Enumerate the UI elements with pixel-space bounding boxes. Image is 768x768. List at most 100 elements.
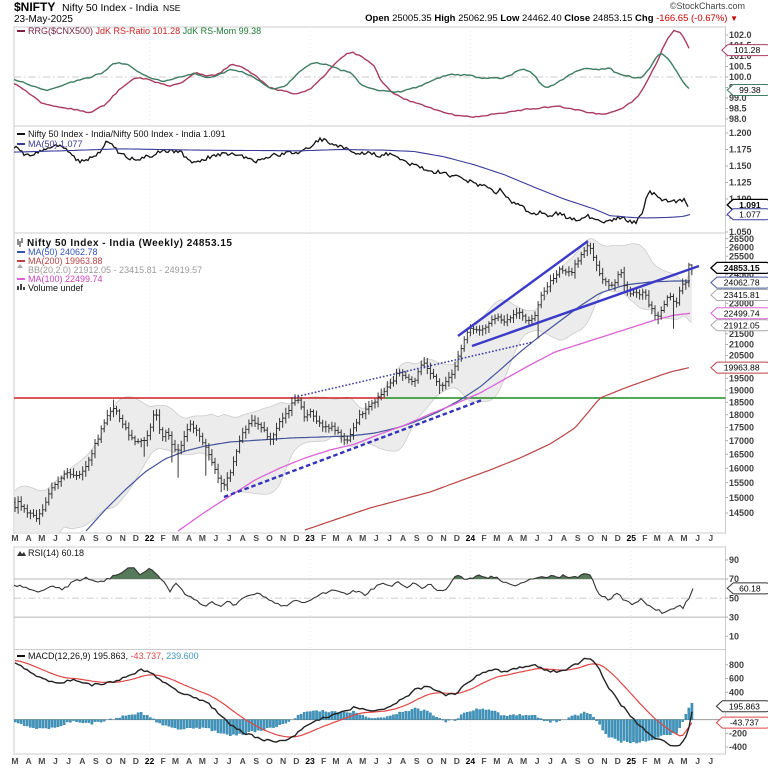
svg-text:1.125: 1.125	[729, 178, 752, 188]
svg-text:15500: 15500	[729, 478, 754, 488]
svg-text:S: S	[575, 756, 581, 766]
svg-text:M: M	[680, 533, 687, 543]
svg-text:A: A	[240, 756, 246, 766]
svg-text:400: 400	[729, 687, 744, 697]
svg-text:195.863: 195.863	[729, 701, 760, 711]
svg-text:24: 24	[466, 756, 476, 766]
svg-text:1.050: 1.050	[729, 227, 752, 237]
svg-text:19500: 19500	[729, 373, 754, 383]
svg-text:MA(100) 22499.74: MA(100) 22499.74	[28, 274, 103, 284]
svg-text:19963.88: 19963.88	[724, 363, 760, 373]
svg-text:17500: 17500	[729, 423, 754, 433]
svg-text:O: O	[587, 533, 594, 543]
svg-text:M: M	[332, 533, 339, 543]
svg-text:18000: 18000	[729, 410, 754, 420]
svg-text:J: J	[374, 533, 379, 543]
svg-text:J: J	[227, 756, 232, 766]
svg-text:M: M	[654, 533, 661, 543]
svg-text:S: S	[93, 756, 99, 766]
svg-text:24853.15: 24853.15	[724, 263, 760, 273]
svg-text:A: A	[400, 533, 406, 543]
svg-text:-43.737: -43.737	[730, 718, 759, 728]
svg-text:J: J	[53, 533, 58, 543]
svg-text:100.0: 100.0	[729, 72, 752, 82]
svg-text:N: N	[440, 756, 446, 766]
svg-text:D: D	[615, 756, 621, 766]
svg-text:N: N	[120, 756, 126, 766]
svg-text:-200: -200	[729, 729, 747, 739]
svg-text:15000: 15000	[729, 493, 754, 503]
svg-text:O: O	[266, 756, 273, 766]
svg-text:21500: 21500	[729, 329, 754, 339]
svg-text:F: F	[642, 756, 647, 766]
svg-text:J: J	[548, 533, 553, 543]
svg-text:J: J	[227, 533, 232, 543]
svg-text:NSE: NSE	[163, 3, 181, 13]
svg-text:F: F	[160, 533, 165, 543]
svg-text:M: M	[359, 756, 366, 766]
svg-text:J: J	[214, 756, 219, 766]
svg-text:D: D	[293, 756, 299, 766]
svg-text:M: M	[38, 756, 45, 766]
svg-text:99.0: 99.0	[729, 93, 747, 103]
svg-text:26000: 26000	[729, 243, 754, 253]
svg-text:A: A	[561, 756, 567, 766]
svg-text:102.0: 102.0	[729, 30, 752, 40]
svg-text:D: D	[133, 533, 139, 543]
svg-text:M: M	[11, 533, 18, 543]
svg-text:D: D	[454, 533, 460, 543]
svg-text:O: O	[106, 756, 113, 766]
svg-text:J: J	[214, 533, 219, 543]
svg-text:N: N	[280, 756, 286, 766]
svg-text:25: 25	[627, 756, 637, 766]
svg-text:O: O	[427, 533, 434, 543]
svg-text:N: N	[601, 533, 607, 543]
svg-text:O: O	[587, 756, 594, 766]
svg-text:J: J	[66, 756, 71, 766]
svg-text:Nifty 50 Index - India (Weekly: Nifty 50 Index - India (Weekly) 24853.15	[27, 238, 232, 249]
svg-text:D: D	[615, 533, 621, 543]
svg-text:S: S	[414, 756, 420, 766]
svg-text:J: J	[708, 533, 713, 543]
svg-text:M: M	[38, 533, 45, 543]
svg-text:26500: 26500	[729, 234, 754, 244]
svg-text:M: M	[11, 756, 18, 766]
svg-text:70: 70	[729, 574, 739, 584]
svg-text:N: N	[120, 533, 126, 543]
svg-text:Volume undef: Volume undef	[28, 283, 84, 293]
svg-text:A: A	[186, 533, 192, 543]
svg-text:101.0: 101.0	[729, 51, 752, 61]
svg-text:21912.05: 21912.05	[724, 320, 760, 330]
svg-text:O: O	[266, 533, 273, 543]
svg-text:S: S	[253, 756, 259, 766]
svg-text:25500: 25500	[729, 251, 754, 261]
svg-text:J: J	[535, 756, 540, 766]
svg-text:1.077: 1.077	[739, 209, 761, 219]
svg-text:A: A	[240, 533, 246, 543]
svg-text:24: 24	[466, 533, 476, 543]
svg-text:S: S	[253, 533, 259, 543]
svg-text:M: M	[199, 533, 206, 543]
svg-text:18500: 18500	[729, 397, 754, 407]
svg-text:A: A	[668, 756, 674, 766]
svg-text:1.150: 1.150	[729, 161, 752, 171]
svg-text:$NIFTY: $NIFTY	[14, 0, 55, 14]
svg-text:D: D	[293, 533, 299, 543]
svg-text:Nifty 50 Index - India: Nifty 50 Index - India	[62, 2, 158, 14]
svg-text:F: F	[321, 756, 326, 766]
svg-text:MACD(12,26,9) 195.863, -43.737: MACD(12,26,9) 195.863, -43.737, 239.600	[28, 651, 199, 661]
svg-text:F: F	[481, 533, 486, 543]
svg-text:M: M	[520, 533, 527, 543]
svg-text:22: 22	[145, 756, 155, 766]
svg-text:M: M	[493, 533, 500, 543]
svg-text:16000: 16000	[729, 463, 754, 473]
svg-text:22: 22	[145, 533, 155, 543]
svg-text:14500: 14500	[729, 508, 754, 518]
svg-text:A: A	[79, 533, 85, 543]
svg-text:M: M	[172, 533, 179, 543]
svg-text:M: M	[493, 756, 500, 766]
svg-text:1.091: 1.091	[739, 200, 761, 210]
svg-text:M: M	[654, 756, 661, 766]
svg-text:1.175: 1.175	[729, 145, 752, 155]
svg-text:J: J	[53, 756, 58, 766]
